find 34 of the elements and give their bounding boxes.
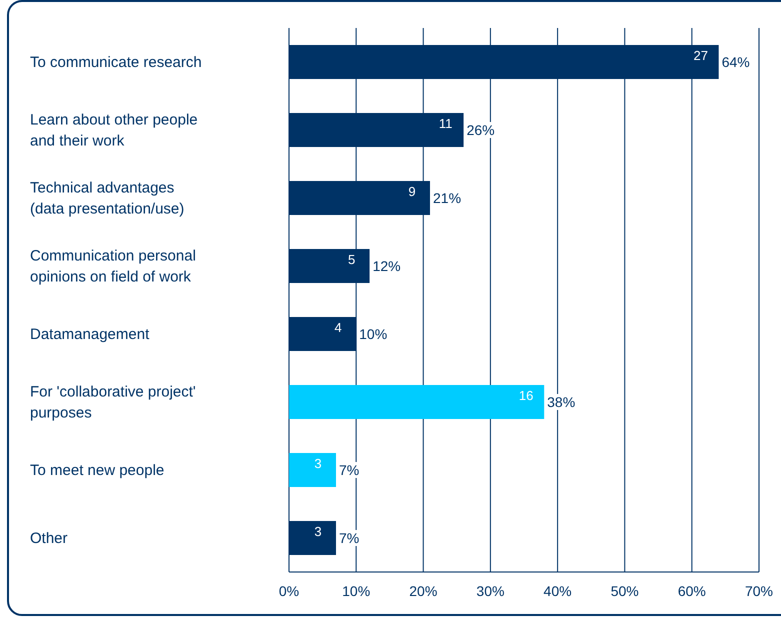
y-tick-label: To meet new people	[30, 462, 164, 479]
annotation: 4	[334, 320, 342, 335]
data-label: 7%	[339, 462, 360, 478]
data-label: 38%	[547, 394, 576, 410]
x-tick-label: 40%	[544, 582, 572, 599]
y-tick-label: Learn about other people and their work	[30, 112, 198, 150]
annotation: 27	[693, 48, 708, 63]
x-tick-label: 0%	[278, 582, 300, 599]
x-tick-label: 10%	[342, 582, 370, 599]
x-tick-label: 50%	[610, 582, 639, 599]
x-tick-label: 70%	[744, 582, 774, 599]
y-tick-label: To communicate research	[30, 54, 202, 71]
y-tick-label: Communication personal opinions on field of work	[30, 248, 196, 286]
data-label: 26%	[466, 122, 495, 138]
data-label: 21%	[433, 190, 462, 206]
annotation: 5	[348, 252, 356, 267]
data-label: 7%	[339, 530, 360, 546]
y-tick-label: Datamanagement	[30, 326, 150, 343]
annotation: 16	[518, 388, 534, 403]
data-label: 64%	[722, 54, 750, 70]
y-tick-label: Technical advantages (data presentation/use)	[30, 180, 184, 218]
x-tick-label: 30%	[476, 582, 504, 599]
data-label: 10%	[359, 326, 388, 342]
x-tick-label: 60%	[678, 582, 706, 599]
y-tick-label: For 'collaborative project' purposes	[30, 384, 196, 422]
y-tick-label: Other	[30, 530, 68, 547]
bar	[289, 385, 544, 419]
bar	[289, 453, 336, 487]
annotation: 9	[408, 184, 416, 199]
x-tick-label: 20%	[409, 582, 438, 599]
annotation: 11	[438, 116, 452, 131]
data-label: 12%	[372, 258, 401, 274]
annotation: 3	[314, 456, 322, 471]
annotation: 3	[314, 524, 322, 539]
